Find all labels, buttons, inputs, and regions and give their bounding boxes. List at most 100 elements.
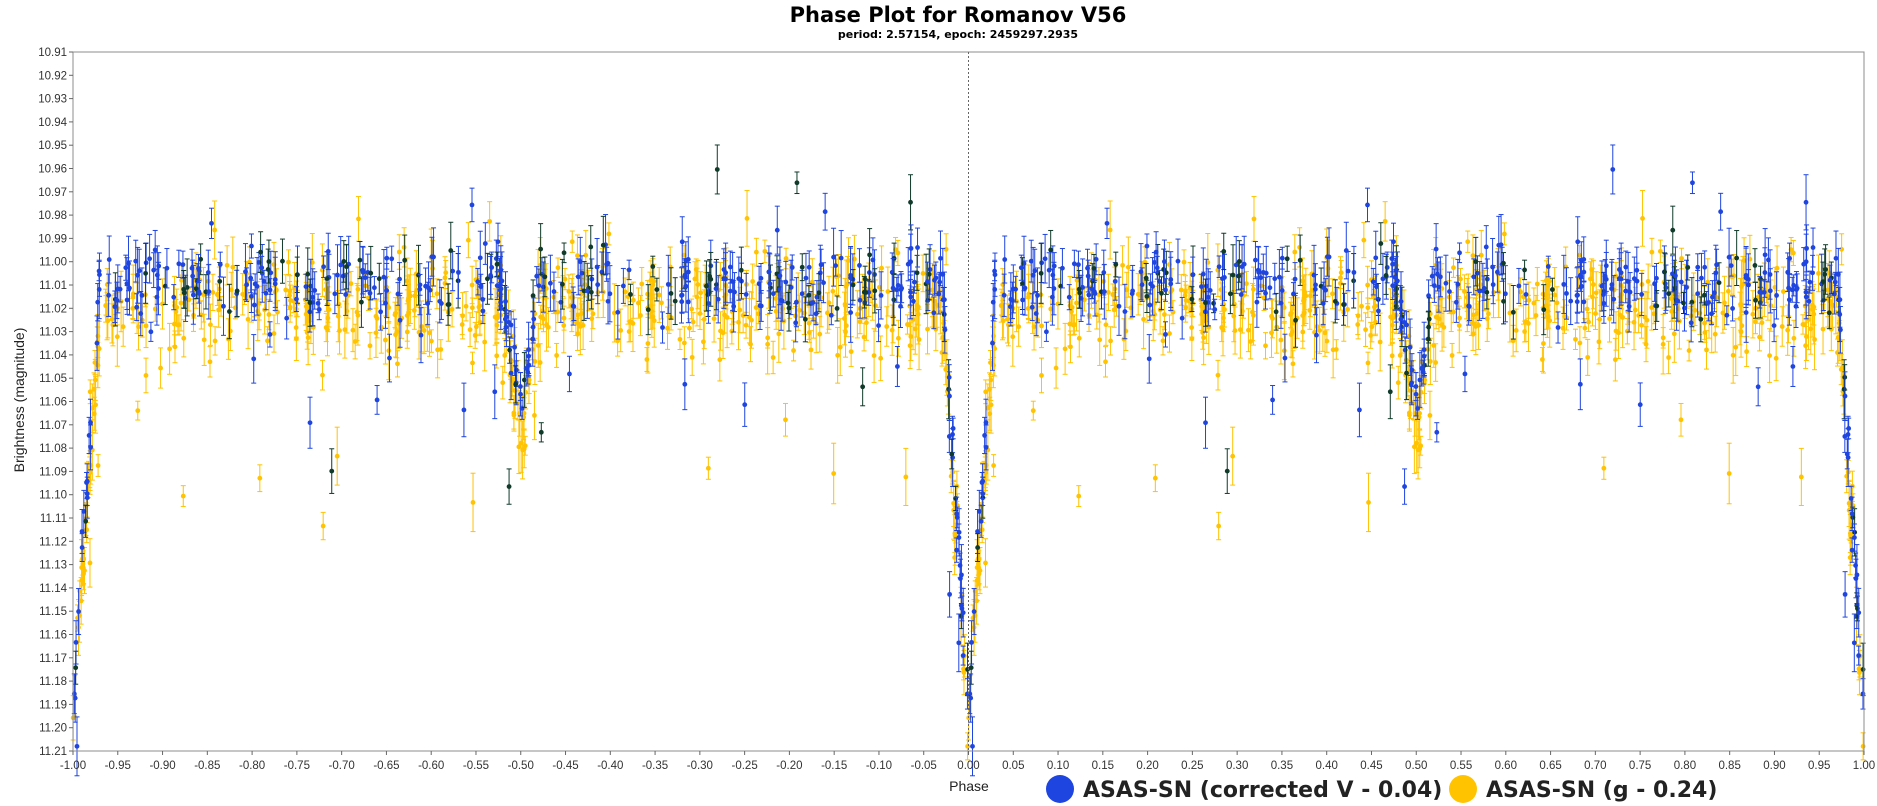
data-point: [1281, 348, 1287, 354]
data-point: [438, 347, 444, 352]
data-point: [1790, 250, 1796, 256]
data-point: [173, 309, 179, 315]
data-point: [1585, 354, 1591, 360]
data-point: [230, 264, 236, 270]
data-point: [1743, 310, 1749, 315]
data-point: [1738, 301, 1743, 307]
data-point: [1297, 244, 1303, 250]
data-point: [1447, 289, 1452, 294]
data-point: [1462, 371, 1468, 377]
data-point: [871, 353, 877, 358]
data-point: [1368, 332, 1374, 338]
data-point: [990, 333, 996, 339]
data-point: [460, 313, 466, 319]
data-point: [1355, 313, 1361, 319]
data-point: [1150, 283, 1155, 289]
data-point: [1587, 276, 1593, 282]
data-point: [201, 337, 207, 343]
data-point: [864, 320, 869, 326]
data-point: [469, 305, 475, 311]
data-point: [1380, 276, 1386, 282]
series-group: [70, 190, 1866, 761]
data-point: [1526, 321, 1531, 326]
data-point: [895, 250, 901, 256]
data-point: [582, 282, 588, 288]
data-point: [884, 324, 890, 329]
data-point: [1522, 329, 1528, 334]
data-point: [1026, 294, 1031, 300]
data-point: [487, 218, 493, 224]
data-point: [1322, 330, 1328, 336]
data-point: [320, 523, 326, 529]
data-point: [463, 303, 469, 309]
data-point: [367, 343, 373, 349]
data-point: [1643, 341, 1649, 347]
data-point: [1531, 300, 1537, 306]
data-point: [472, 332, 478, 338]
data-point: [1365, 282, 1371, 288]
data-point: [1502, 291, 1508, 297]
data-point: [1110, 292, 1116, 298]
data-point: [916, 337, 922, 342]
data-point: [1470, 312, 1476, 318]
data-point: [644, 357, 650, 362]
data-point: [1800, 322, 1806, 327]
data-point: [1069, 305, 1075, 310]
data-point: [1842, 591, 1848, 597]
data-point: [1654, 275, 1659, 281]
data-point: [174, 305, 180, 310]
data-point: [1414, 440, 1420, 446]
data-point: [1803, 343, 1809, 349]
data-point: [1215, 372, 1221, 378]
data-point: [532, 358, 538, 364]
data-point: [1860, 691, 1866, 697]
data-point: [944, 365, 950, 370]
data-point: [554, 353, 560, 358]
data-point: [974, 577, 980, 583]
data-point: [1373, 284, 1379, 290]
data-point: [135, 408, 141, 414]
data-point: [776, 331, 782, 337]
data-point: [903, 474, 909, 480]
data-point: [1540, 291, 1546, 297]
data-point: [783, 417, 788, 423]
data-point: [1780, 289, 1786, 294]
data-point: [224, 262, 230, 268]
data-point: [630, 297, 636, 303]
data-point: [356, 216, 361, 222]
data-point: [618, 328, 624, 333]
data-point: [465, 237, 471, 243]
data-point: [1366, 499, 1371, 505]
data-point: [1842, 434, 1848, 439]
data-point: [1365, 202, 1370, 208]
data-point: [180, 493, 186, 499]
data-point: [1458, 276, 1463, 282]
data-point: [1433, 360, 1439, 365]
data-point: [1451, 265, 1456, 271]
data-point: [1541, 307, 1547, 313]
data-point: [181, 335, 187, 341]
data-point: [753, 305, 759, 310]
data-point: [158, 365, 163, 371]
data-point: [1552, 292, 1558, 298]
data-point: [1699, 275, 1704, 281]
data-point: [1617, 267, 1622, 272]
data-point: [216, 307, 222, 313]
data-point: [1338, 270, 1344, 276]
data-point: [1671, 331, 1677, 337]
data-point: [1068, 344, 1073, 350]
data-point: [1233, 262, 1239, 268]
data-point: [255, 308, 261, 314]
data-point: [659, 300, 664, 306]
data-point: [512, 388, 518, 394]
data-point: [95, 333, 101, 339]
data-point: [394, 329, 400, 335]
data-point: [172, 344, 178, 350]
data-point: [1679, 256, 1684, 261]
data-point: [1020, 281, 1025, 286]
data-point: [1809, 307, 1815, 312]
data-point: [1716, 280, 1722, 286]
data-point: [873, 303, 878, 309]
data-point: [1483, 244, 1489, 250]
data-point: [555, 265, 561, 271]
